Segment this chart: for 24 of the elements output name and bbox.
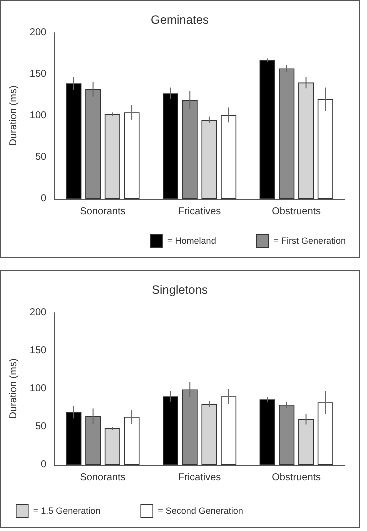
y-tick-label: 150 (30, 69, 48, 80)
x-tick-label: Fricatives (178, 472, 222, 484)
y-tick-label: 100 (30, 384, 48, 394)
legend-label: = Homeland (168, 236, 216, 246)
chart-title: Singletons (152, 283, 208, 297)
x-tick-label: Obstruents (272, 472, 322, 484)
y-tick-label: 50 (35, 152, 48, 163)
y-tick-label: 0 (41, 194, 48, 204)
y-tick-label: 100 (30, 110, 48, 122)
y-tick-label: 200 (30, 308, 48, 318)
x-tick-label: Obstruents (272, 206, 322, 218)
y-tick-label: 150 (30, 346, 48, 356)
chart-title: Geminates (150, 13, 210, 27)
legend-label: = Second Generation (158, 506, 244, 516)
y-axis-title: Duration (ms) (8, 358, 20, 420)
x-tick-label: Sonorants (80, 206, 126, 218)
x-tick-label: Sonorants (80, 472, 126, 484)
legend-label: = First Generation (274, 236, 346, 246)
legend-label: = 1.5 Generation (33, 506, 101, 516)
y-tick-label: 50 (35, 422, 48, 432)
y-tick-label: 200 (30, 28, 48, 38)
x-tick-label: Fricatives (178, 206, 222, 218)
y-axis-title: Duration (ms) (8, 86, 20, 146)
y-tick-label: 0 (41, 460, 48, 470)
